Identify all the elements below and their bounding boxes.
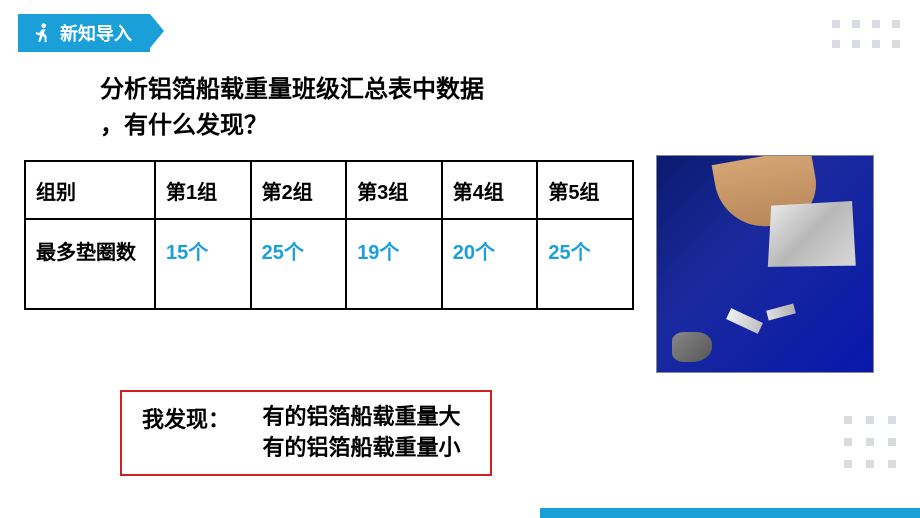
table-cell: 15个 bbox=[155, 219, 251, 309]
table-cell: 25个 bbox=[251, 219, 347, 309]
decorative-bottom-bar bbox=[540, 508, 920, 518]
row-header-label: 最多垫圈数 bbox=[25, 219, 155, 309]
data-table: 组别 第1组 第2组 第3组 第4组 第5组 最多垫圈数 15个 25个 19个… bbox=[24, 160, 634, 310]
question-line2: ，有什么发现？ bbox=[100, 112, 268, 139]
col-header: 第5组 bbox=[537, 161, 633, 219]
table-header-row: 组别 第1组 第2组 第3组 第4组 第5组 bbox=[25, 161, 633, 219]
decorative-dots-bottom bbox=[844, 416, 896, 468]
col-header: 第3组 bbox=[346, 161, 442, 219]
table-cell: 20个 bbox=[442, 219, 538, 309]
finding-content: 有的铝箔船载重量大 有的铝箔船载重量小 bbox=[262, 402, 460, 464]
section-header-tag: 新知导入 bbox=[18, 14, 150, 52]
col-header: 第2组 bbox=[251, 161, 347, 219]
section-header-label: 新知导入 bbox=[60, 20, 132, 46]
table-cell: 19个 bbox=[346, 219, 442, 309]
finding-line1: 有的铝箔船载重量大 bbox=[262, 404, 460, 429]
table-cell: 25个 bbox=[537, 219, 633, 309]
col-header: 第4组 bbox=[442, 161, 538, 219]
decorative-dots-top bbox=[832, 20, 900, 48]
running-person-icon bbox=[30, 22, 52, 44]
experiment-photo bbox=[656, 155, 874, 373]
rock-debris bbox=[672, 332, 712, 362]
question-text: 分析铝箔船载重量班级汇总表中数据 ，有什么发现？ bbox=[100, 72, 484, 144]
finding-line2: 有的铝箔船载重量小 bbox=[262, 435, 460, 460]
foil-debris bbox=[726, 308, 763, 334]
table-data-row: 最多垫圈数 15个 25个 19个 20个 25个 bbox=[25, 219, 633, 309]
col-header: 第1组 bbox=[155, 161, 251, 219]
finding-box: 我发现： 有的铝箔船载重量大 有的铝箔船载重量小 bbox=[120, 390, 492, 476]
col-header-label: 组别 bbox=[25, 161, 155, 219]
finding-label: 我发现： bbox=[142, 402, 230, 434]
foil-boat-shape bbox=[768, 201, 856, 267]
question-line1: 分析铝箔船载重量班级汇总表中数据 bbox=[100, 76, 484, 103]
foil-debris bbox=[766, 304, 796, 321]
